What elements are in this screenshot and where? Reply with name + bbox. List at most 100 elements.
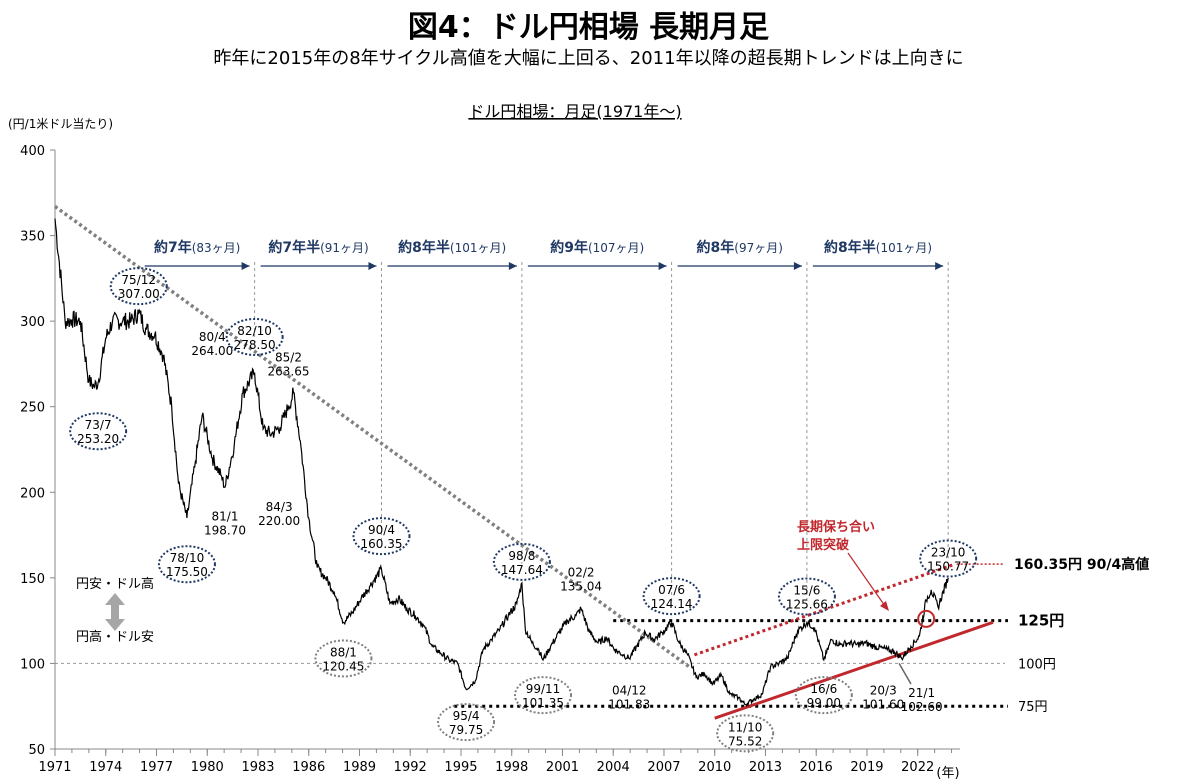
peak-ellipse bbox=[157, 545, 216, 584]
annotation-value: 101.35 bbox=[522, 696, 564, 710]
x-tick-label: 2019 bbox=[850, 760, 883, 775]
pointer-21-1 bbox=[898, 663, 912, 685]
yen-direction-arrow bbox=[105, 593, 125, 631]
channel-upper-line bbox=[693, 562, 956, 657]
y-tick-label: 300 bbox=[20, 315, 45, 330]
annotation-value: 135.04 bbox=[560, 579, 602, 593]
x-tick-label: 1980 bbox=[191, 760, 224, 775]
annotation-value: 307.00 bbox=[118, 287, 160, 301]
annotation-date: 07/6 bbox=[658, 583, 685, 597]
chart-title: ドル円相場：月足(1971年～) bbox=[468, 102, 681, 121]
x-tick-label: 2022 bbox=[901, 760, 934, 775]
breakout-arrow-line bbox=[847, 552, 886, 607]
cycle-label: 約9年(107ヶ月) bbox=[550, 239, 644, 256]
cycle-label: 約8年半(101ヶ月) bbox=[824, 239, 932, 256]
annotation-value: 147.64 bbox=[501, 563, 543, 577]
x-tick-label: 2010 bbox=[698, 760, 731, 775]
breakout-circle bbox=[917, 609, 936, 628]
page-subtitle: 昨年に2015年の8年サイクル高値を大幅に上回る、2011年以降の超長期トレンド… bbox=[213, 48, 964, 69]
x-tick-label: 1977 bbox=[140, 760, 173, 775]
annotation-value: 198.70 bbox=[204, 524, 246, 538]
level-label: 75円 bbox=[1018, 700, 1048, 715]
annotation-value: 101.83 bbox=[608, 697, 650, 711]
y-tick-label: 400 bbox=[20, 144, 45, 159]
annotation-date: 02/2 bbox=[568, 565, 595, 579]
cycle-arrow-head bbox=[241, 262, 250, 270]
annotation-date: 82/10 bbox=[237, 324, 272, 338]
x-tick-label: 1971 bbox=[38, 760, 71, 775]
peak-ellipse bbox=[69, 412, 128, 451]
cycle-arrow-head bbox=[793, 262, 802, 270]
cycle-label: 約7年半(91ヶ月) bbox=[268, 239, 368, 256]
yen-weak-label: 円安・ドル高 bbox=[76, 576, 154, 592]
annotation-date: 15/6 bbox=[793, 584, 820, 598]
annotation-value: 120.45 bbox=[322, 659, 364, 673]
y-tick-label: 350 bbox=[20, 230, 45, 245]
annotation-date: 16/6 bbox=[810, 682, 837, 696]
annotation-value: 79.75 bbox=[449, 723, 483, 737]
annotation-date: 95/4 bbox=[453, 709, 480, 723]
annotation-value: 125.66 bbox=[786, 598, 828, 612]
peak-ellipse bbox=[514, 676, 573, 715]
peak-ellipse bbox=[225, 317, 284, 356]
x-tick-label: 2016 bbox=[800, 760, 833, 775]
x-tick-label: 1986 bbox=[292, 760, 325, 775]
peak-ellipse bbox=[314, 639, 373, 678]
downtrend-line bbox=[53, 205, 691, 669]
peak-ellipse bbox=[777, 577, 836, 616]
y-tick-label: 250 bbox=[20, 401, 45, 416]
annotation-value: 253.20 bbox=[77, 432, 119, 446]
y-tick-label: 150 bbox=[20, 572, 45, 587]
annotation-date: 84/3 bbox=[266, 500, 293, 514]
x-tick-label: 1995 bbox=[444, 760, 477, 775]
breakout-arrow-head bbox=[880, 601, 889, 611]
annotation-date: 98/8 bbox=[508, 549, 535, 563]
annotation-value: 264.00 bbox=[191, 344, 233, 358]
cycle-arrow-head bbox=[658, 262, 667, 270]
x-tick-label: 2001 bbox=[546, 760, 579, 775]
annotation-value: 101.60 bbox=[862, 698, 904, 712]
cycle-arrow-head bbox=[368, 262, 377, 270]
annotation-date: 80/4 bbox=[199, 330, 226, 344]
x-tick-label: 1998 bbox=[495, 760, 528, 775]
annotation-value: 278.50 bbox=[234, 338, 276, 352]
x-tick-label: 1992 bbox=[394, 760, 427, 775]
annotation-date: 73/7 bbox=[85, 418, 112, 432]
annotation-date: 11/10 bbox=[728, 720, 763, 734]
breakout-label-line1: 長期保ち合い bbox=[797, 519, 875, 535]
annotation-date: 85/2 bbox=[275, 350, 302, 364]
x-tick-label: 1974 bbox=[89, 760, 122, 775]
annotation-value: 160.35 bbox=[360, 537, 402, 551]
peak-ellipse bbox=[109, 267, 168, 306]
cycle-arrow-head bbox=[508, 262, 517, 270]
x-tick-label: 2004 bbox=[597, 760, 630, 775]
x-tick-label: 2013 bbox=[749, 760, 782, 775]
y-tick-label: 100 bbox=[20, 657, 45, 672]
annotation-value: 102.60 bbox=[901, 700, 943, 714]
peak-ellipse bbox=[794, 676, 853, 715]
peak-ellipse bbox=[492, 542, 551, 581]
annotation-value: 263.65 bbox=[268, 364, 310, 378]
annotation-date: 04/12 bbox=[612, 683, 647, 697]
page-title: 図4：ドル円相場 長期月足 bbox=[407, 10, 770, 45]
annotation-date: 20/3 bbox=[870, 684, 897, 698]
breakout-label-line2: 上限突破 bbox=[797, 537, 849, 553]
annotation-value: 150.77 bbox=[927, 560, 969, 574]
level-label: 125円 bbox=[1018, 612, 1064, 630]
peak-level-label: 160.35円 90/4高値 bbox=[1014, 556, 1149, 573]
y-tick-label: 50 bbox=[28, 743, 45, 758]
peak-ellipse bbox=[352, 517, 411, 556]
uptrend-support-line bbox=[714, 620, 994, 720]
annotation-date: 99/11 bbox=[526, 682, 561, 696]
x-tick-label: 1983 bbox=[241, 760, 274, 775]
y-tick-label: 200 bbox=[20, 486, 45, 501]
peak-ellipse bbox=[437, 703, 496, 742]
cycle-label: 約7年(83ヶ月) bbox=[154, 239, 240, 256]
peak-ellipse bbox=[919, 539, 978, 578]
annotation-value: 175.50 bbox=[166, 565, 208, 579]
annotation-value: 75.52 bbox=[728, 734, 762, 748]
annotation-date: 90/4 bbox=[368, 523, 395, 537]
annotation-date: 78/10 bbox=[170, 551, 205, 565]
annotation-date: 21/1 bbox=[908, 686, 935, 700]
